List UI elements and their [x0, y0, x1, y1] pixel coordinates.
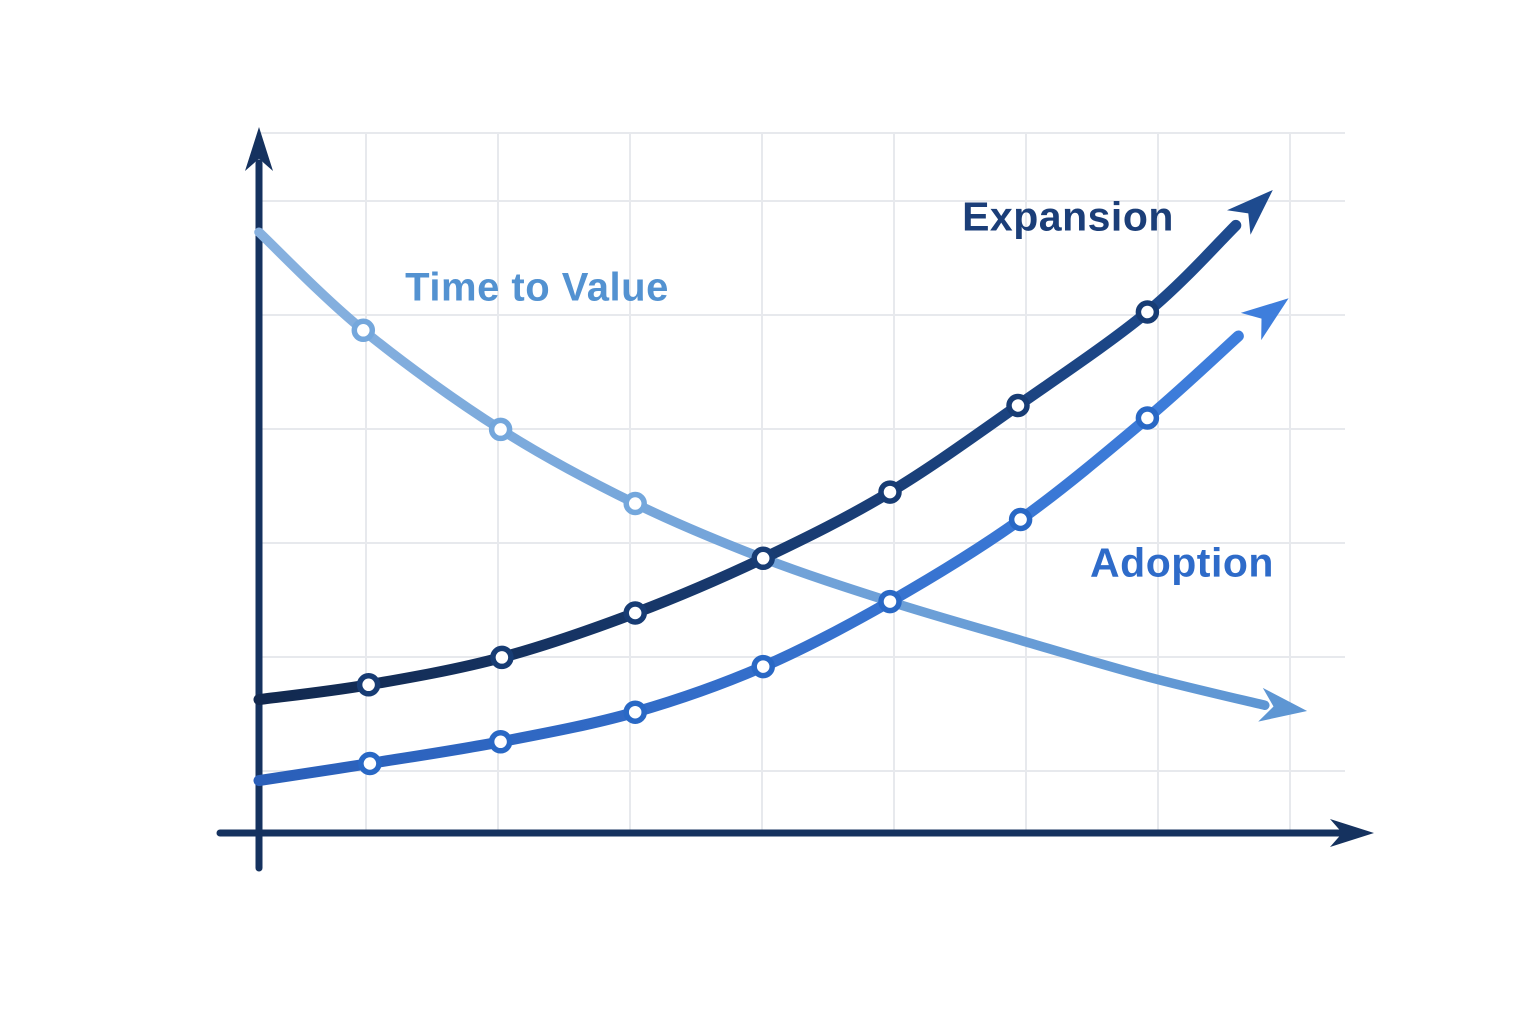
- y-axis-arrowhead-icon: [245, 127, 273, 171]
- series-adoption-marker: [878, 589, 902, 614]
- series-time-to-value-marker: [488, 417, 513, 442]
- series-adoption-marker: [751, 654, 775, 679]
- series-adoption-markers: [358, 406, 1160, 776]
- series-label-expansion: Expansion: [962, 193, 1174, 240]
- series-expansion-marker: [490, 645, 514, 670]
- series-adoption-marker: [358, 751, 382, 776]
- series-expansion-arrowhead-icon: [1227, 190, 1273, 235]
- series-expansion-marker: [623, 601, 647, 625]
- series-expansion-marker: [1135, 300, 1160, 324]
- x-axis-arrowhead-icon: [1330, 819, 1374, 847]
- series-label-adoption: Adoption: [1090, 539, 1274, 586]
- series-time-to-value-marker: [623, 491, 647, 516]
- series-expansion-marker: [878, 480, 902, 504]
- gridlines: [259, 132, 1345, 830]
- series-adoption-marker: [1135, 406, 1160, 430]
- series-time-to-value-arrowhead-icon: [1258, 687, 1308, 722]
- series-expansion-marker: [1006, 393, 1030, 418]
- series-expansion-marker: [751, 546, 775, 571]
- series-time-to-value-marker: [351, 318, 376, 343]
- series-expansion-marker: [356, 673, 381, 697]
- series-time-to-value-markers: [351, 318, 647, 516]
- axes: [216, 159, 1344, 872]
- series-adoption-marker: [488, 730, 513, 754]
- series-expansion-markers: [356, 300, 1160, 697]
- series-adoption-marker: [1008, 507, 1033, 532]
- series-adoption-marker: [623, 700, 647, 724]
- series-adoption-arrowhead-icon: [1240, 298, 1289, 341]
- series-label-time-to-value: Time to Value: [405, 265, 669, 310]
